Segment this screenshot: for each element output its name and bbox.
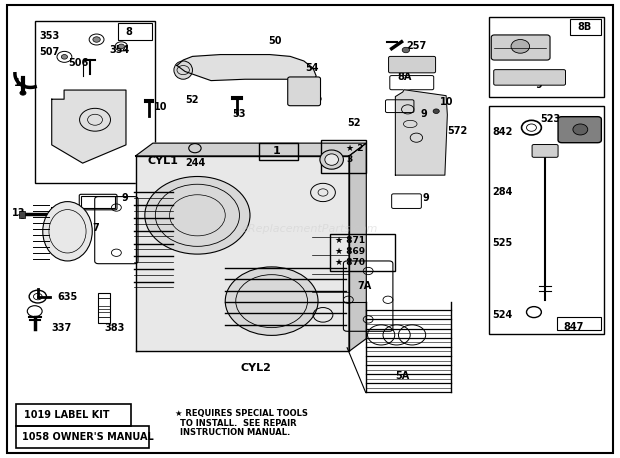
Text: 5: 5 (49, 207, 56, 217)
Text: 383: 383 (105, 323, 125, 333)
Text: 842: 842 (492, 127, 513, 137)
Circle shape (61, 55, 68, 59)
Text: 3: 3 (346, 155, 352, 164)
Text: 524: 524 (492, 310, 513, 320)
Ellipse shape (320, 150, 343, 169)
Polygon shape (349, 143, 366, 351)
Text: 9: 9 (536, 80, 542, 90)
Bar (330, 234, 395, 271)
Text: 572: 572 (448, 126, 467, 136)
Polygon shape (51, 90, 126, 163)
Text: 507: 507 (40, 47, 60, 57)
Text: 54: 54 (305, 63, 319, 73)
Text: 5A: 5A (396, 371, 410, 381)
Bar (259, 143, 298, 159)
Text: 7: 7 (92, 223, 99, 233)
Text: 525: 525 (492, 238, 513, 248)
Text: 13: 13 (12, 208, 25, 218)
Text: 8B: 8B (578, 22, 592, 32)
Bar (16, 426, 149, 448)
Circle shape (573, 124, 588, 135)
Text: TO INSTALL.  SEE REPAIR: TO INSTALL. SEE REPAIR (180, 419, 297, 428)
Text: 52: 52 (185, 95, 198, 105)
Text: CYL2: CYL2 (241, 363, 272, 373)
Polygon shape (396, 90, 448, 175)
Text: 1019 LABEL KIT: 1019 LABEL KIT (24, 410, 109, 420)
Text: 353: 353 (40, 31, 60, 41)
Circle shape (402, 47, 410, 53)
Text: 8A: 8A (398, 72, 412, 82)
Text: 1: 1 (273, 147, 281, 156)
Polygon shape (136, 156, 349, 351)
Text: 523: 523 (540, 114, 560, 124)
Circle shape (145, 176, 250, 254)
Bar (16, 404, 131, 426)
Circle shape (433, 109, 440, 114)
Text: 257: 257 (406, 41, 426, 51)
Text: 9: 9 (423, 193, 429, 203)
Text: 1058 OWNER'S MANUAL: 1058 OWNER'S MANUAL (22, 432, 154, 442)
Polygon shape (136, 143, 366, 156)
Bar (99, 299, 110, 316)
Text: 506: 506 (69, 58, 89, 68)
Circle shape (93, 37, 100, 42)
Circle shape (511, 39, 529, 53)
Bar (99, 293, 110, 322)
Text: 635: 635 (58, 292, 78, 301)
Text: ★ 870: ★ 870 (335, 258, 365, 267)
Text: ★ REQUIRES SPECIAL TOOLS: ★ REQUIRES SPECIAL TOOLS (175, 409, 308, 418)
FancyBboxPatch shape (494, 70, 565, 85)
FancyBboxPatch shape (288, 77, 321, 106)
Bar (489, 16, 604, 97)
Circle shape (118, 44, 125, 49)
Text: 847: 847 (564, 322, 584, 332)
Text: 7A: 7A (357, 281, 371, 291)
Text: 50: 50 (268, 36, 281, 46)
FancyBboxPatch shape (491, 35, 550, 60)
Text: ★ 869: ★ 869 (335, 247, 365, 256)
Bar (35, 21, 156, 183)
Bar (321, 141, 366, 173)
Ellipse shape (301, 94, 321, 104)
Circle shape (20, 91, 26, 95)
Text: ★ 871: ★ 871 (335, 236, 365, 245)
Bar (489, 106, 604, 334)
Text: 9: 9 (122, 193, 128, 203)
Bar (19, 211, 25, 218)
Text: eReplacementParts.com: eReplacementParts.com (242, 224, 378, 234)
Text: ★ 2: ★ 2 (346, 144, 363, 153)
Bar (557, 316, 601, 330)
FancyBboxPatch shape (558, 117, 601, 143)
Text: 244: 244 (185, 158, 205, 168)
FancyBboxPatch shape (532, 145, 558, 157)
Text: 10: 10 (154, 102, 167, 112)
Text: 53: 53 (232, 109, 246, 119)
Text: 9: 9 (420, 109, 427, 119)
Ellipse shape (43, 202, 92, 261)
Text: CYL1: CYL1 (148, 157, 179, 166)
Text: 284: 284 (492, 187, 513, 197)
Bar (118, 23, 153, 40)
Polygon shape (177, 55, 316, 81)
Bar (81, 196, 115, 208)
Text: 11: 11 (14, 78, 28, 88)
Bar (570, 18, 601, 35)
Text: 10: 10 (440, 97, 453, 107)
Ellipse shape (174, 61, 192, 79)
Ellipse shape (325, 154, 339, 165)
Text: 354: 354 (109, 44, 129, 55)
Text: INSTRUCTION MANUAL.: INSTRUCTION MANUAL. (180, 428, 290, 436)
Circle shape (225, 267, 318, 335)
FancyBboxPatch shape (389, 56, 436, 73)
Text: 8: 8 (126, 27, 133, 37)
Text: 52: 52 (347, 118, 361, 128)
Text: 337: 337 (51, 323, 72, 333)
